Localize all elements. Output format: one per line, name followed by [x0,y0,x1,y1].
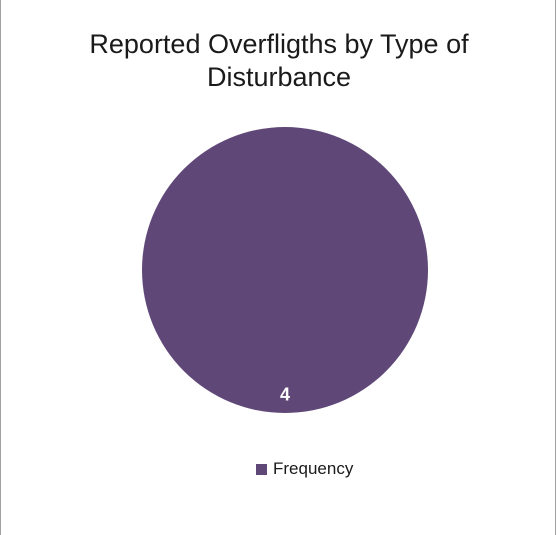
pie-data-labels: 4 [280,385,290,405]
pie-slice-frequency [142,127,428,413]
chart-title-line-2: Disturbance [206,62,352,92]
chart-legend: Frequency [256,458,353,480]
legend-label-frequency: Frequency [273,459,354,478]
chart-title: Reported Overfligths by Type of Disturba… [1,28,557,94]
legend-swatch-frequency [256,463,267,475]
pie-slices [142,127,428,413]
pie-data-label-frequency: 4 [280,385,290,405]
chart-title-line-1: Reported Overfligths by Type of [89,29,469,59]
